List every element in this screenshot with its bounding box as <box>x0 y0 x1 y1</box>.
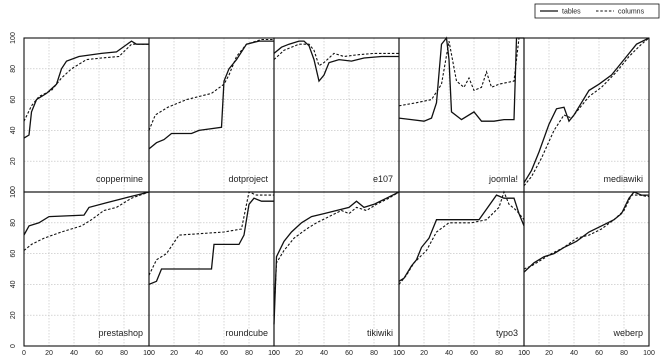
panel-frame <box>398 37 525 193</box>
x-tick-label: 20 <box>295 350 303 357</box>
panel-frame <box>148 37 275 193</box>
y-tick-label: 100 <box>10 32 17 44</box>
panel-weberp: weberp 0 20 40 60 80 100 <box>522 191 655 357</box>
x-tick-label: 60 <box>470 350 478 357</box>
series-tables <box>273 191 400 325</box>
x-tick-label: 40 <box>320 350 328 357</box>
series-columns <box>23 191 150 251</box>
x-tick-label: 20 <box>545 350 553 357</box>
x-tick-label: 20 <box>420 350 428 357</box>
y-tick-label: 80 <box>10 65 17 73</box>
x-tick-label: 0 <box>522 350 526 357</box>
panel-label: dotproject <box>228 174 268 184</box>
series-tables <box>23 40 149 139</box>
panel-frame <box>23 191 150 347</box>
x-tick-label: 100 <box>643 350 655 357</box>
panel-mediawiki: mediawiki <box>523 37 650 193</box>
series-tables <box>23 191 150 236</box>
y-tick-label: 60 <box>10 96 17 104</box>
x-tick-label: 80 <box>245 350 253 357</box>
x-tick-label: 80 <box>120 350 128 357</box>
panel-label: tikiwiki <box>367 328 393 338</box>
series-columns <box>398 37 524 107</box>
y-tick-label: 40 <box>10 280 17 288</box>
x-tick-label: 60 <box>345 350 353 357</box>
series-columns <box>273 43 399 67</box>
x-tick-label: 60 <box>95 350 103 357</box>
panel-label: typo3 <box>496 328 518 338</box>
series-tables <box>273 40 399 83</box>
x-tick-label: 100 <box>518 350 530 357</box>
x-tick-label: 80 <box>620 350 628 357</box>
x-tick-label: 0 <box>397 350 401 357</box>
panels-layer: coppermine 0 20 40 60 80 100 dotproject e107 joom… <box>10 32 655 357</box>
series-tables <box>398 36 524 122</box>
series-tables <box>523 37 650 184</box>
series-tables <box>523 191 649 273</box>
x-tick-label: 0 <box>22 350 26 357</box>
panel-label: roundcube <box>225 328 268 338</box>
panel-frame <box>523 37 650 193</box>
y-tick-label: 0 <box>10 344 17 348</box>
panel-frame <box>523 191 650 347</box>
x-tick-label: 0 <box>147 350 151 357</box>
legend: tables columns <box>534 3 660 19</box>
x-tick-label: 40 <box>70 350 78 357</box>
panel-label: prestashop <box>98 328 143 338</box>
x-tick-label: 40 <box>445 350 453 357</box>
series-columns <box>523 37 650 187</box>
legend-columns-label: columns <box>618 9 645 16</box>
series-columns <box>148 38 274 131</box>
panel-frame <box>398 191 525 347</box>
panel-joomla: joomla! <box>398 36 525 193</box>
panel-tikiwiki: tikiwiki 0 20 40 60 80 100 <box>272 191 405 357</box>
x-tick-label: 20 <box>170 350 178 357</box>
x-tick-label: 80 <box>495 350 503 357</box>
x-tick-label: 0 <box>272 350 276 357</box>
y-tick-label: 40 <box>10 126 17 134</box>
x-tick-label: 80 <box>370 350 378 357</box>
x-tick-label: 100 <box>143 350 155 357</box>
x-tick-label: 60 <box>595 350 603 357</box>
series-columns <box>398 190 525 285</box>
panel-coppermine: coppermine 0 20 40 60 80 100 <box>10 32 150 194</box>
x-tick-label: 100 <box>393 350 405 357</box>
series-columns <box>273 191 400 316</box>
panel-label: joomla! <box>488 174 518 184</box>
x-tick-label: 40 <box>570 350 578 357</box>
panel-roundcube: roundcube 0 20 40 60 80 100 <box>147 191 280 357</box>
y-tick-label: 0 <box>10 190 17 194</box>
series-tables <box>148 40 274 150</box>
y-tick-label: 20 <box>10 311 17 319</box>
series-tables <box>398 194 525 282</box>
y-tick-label: 20 <box>10 157 17 165</box>
panel-e107: e107 <box>273 37 400 193</box>
panel-frame <box>273 37 400 193</box>
y-tick-label: 80 <box>10 219 17 227</box>
legend-tables-label: tables <box>562 9 581 16</box>
series-columns <box>148 191 274 276</box>
y-tick-label: 100 <box>10 186 17 198</box>
panel-dotproject: dotproject <box>148 37 275 193</box>
panel-label: weberp <box>612 328 643 338</box>
panel-label: e107 <box>373 174 393 184</box>
panel-frame <box>23 37 150 193</box>
panel-label: coppermine <box>96 174 143 184</box>
x-tick-label: 100 <box>268 350 280 357</box>
panel-frame <box>273 191 400 347</box>
panel-typo3: typo3 0 20 40 60 80 100 <box>397 190 530 357</box>
panel-label: mediawiki <box>603 174 643 184</box>
y-tick-label: 60 <box>10 250 17 258</box>
series-tables <box>148 197 274 286</box>
x-tick-label: 20 <box>45 350 53 357</box>
x-tick-label: 40 <box>195 350 203 357</box>
x-tick-label: 60 <box>220 350 228 357</box>
